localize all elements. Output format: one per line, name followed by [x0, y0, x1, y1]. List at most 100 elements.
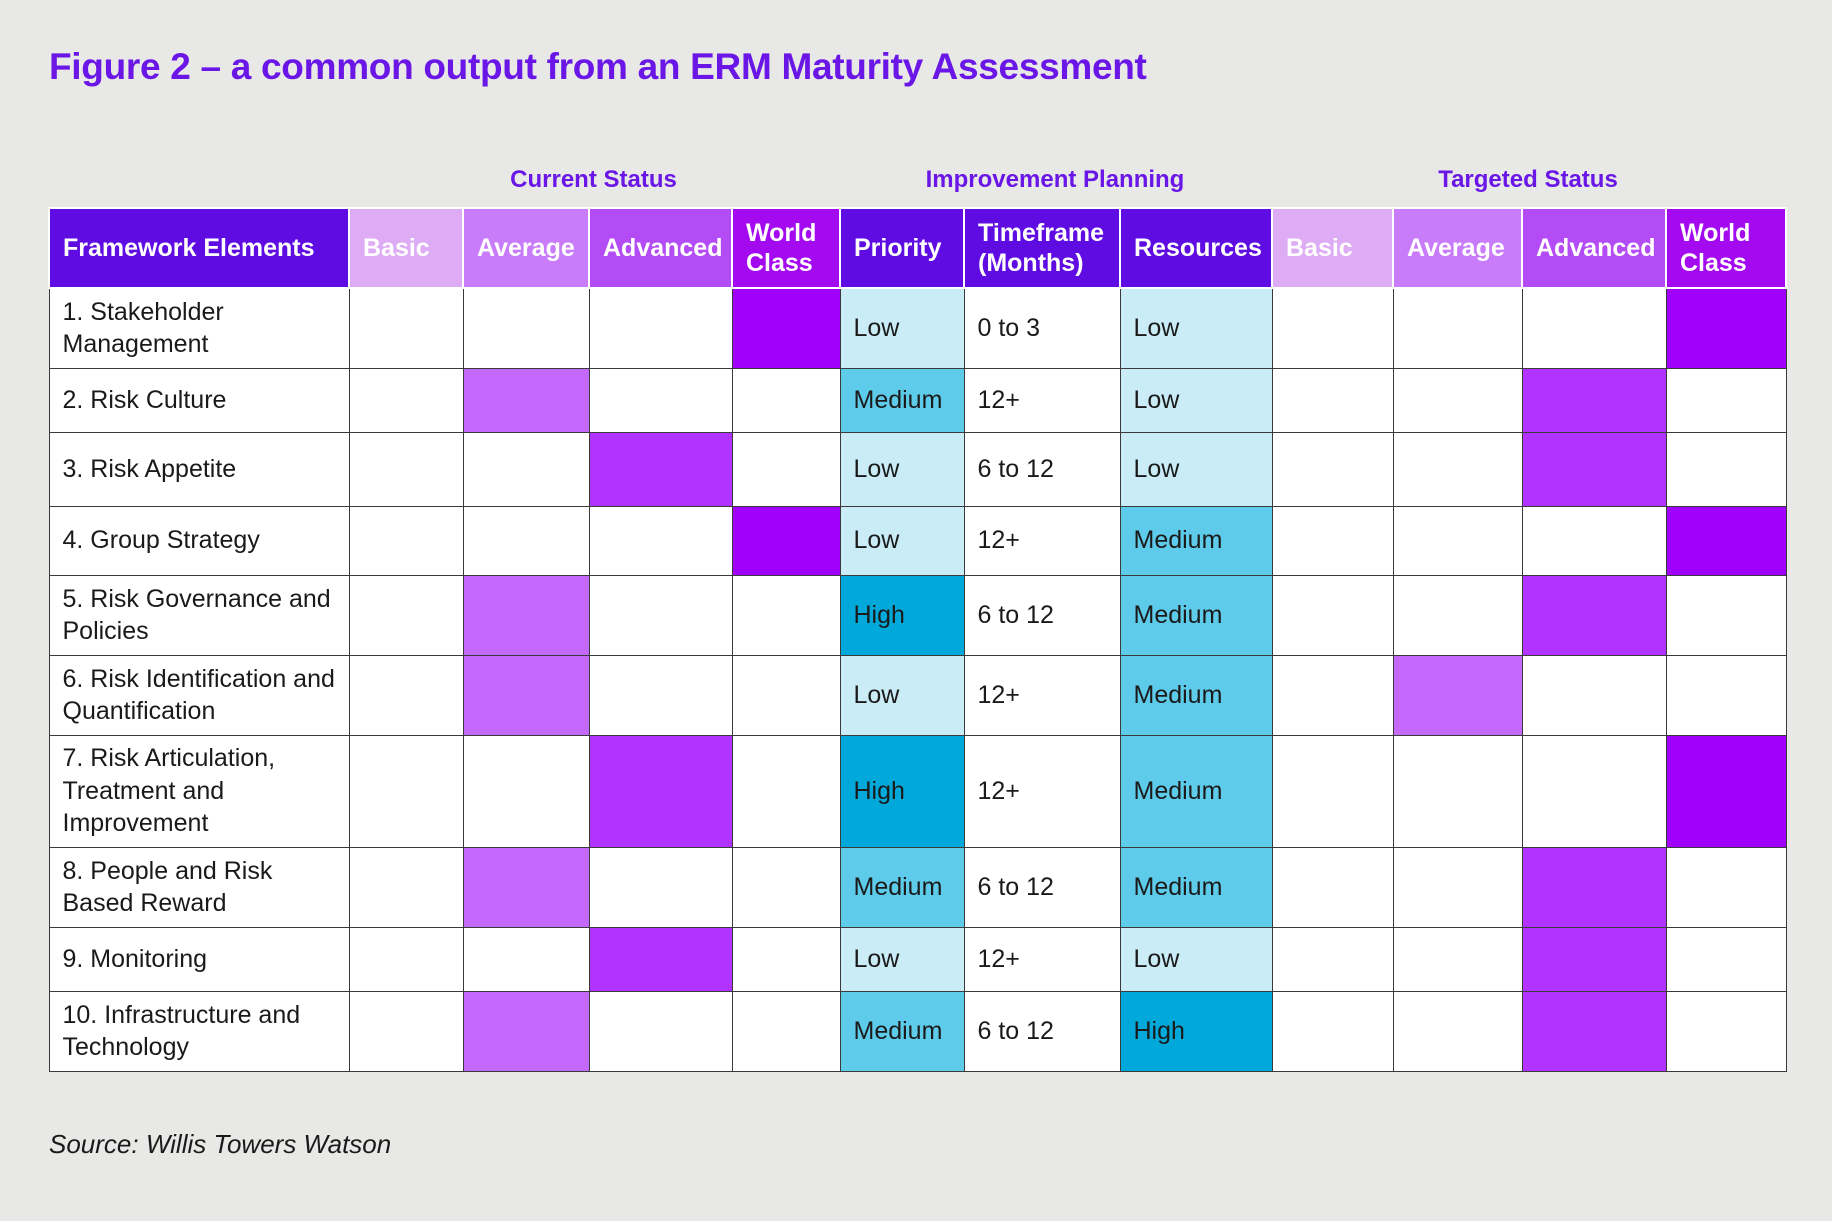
- framework-element-cell: 5. Risk Governance and Policies: [48, 574, 350, 656]
- priority-cell: Low: [839, 926, 965, 992]
- target-status-marker-advanced: [1521, 926, 1667, 992]
- timeframe-cell: 12+: [963, 926, 1121, 992]
- current-status-marker-world-class: [731, 505, 841, 576]
- framework-element-cell: 1. Stakeholder Management: [48, 287, 350, 369]
- current-status-marker-average: [462, 367, 590, 433]
- priority-cell: Low: [839, 654, 965, 736]
- target-status-cell-world-class: [1665, 574, 1787, 656]
- col-header-target-world-class: World Class: [1665, 207, 1787, 289]
- framework-element-cell: 6. Risk Identification and Quantificatio…: [48, 654, 350, 736]
- table-row: 3. Risk Appetite Low 6 to 12 Low: [48, 431, 1787, 507]
- current-status-cell-world-class: [731, 926, 841, 992]
- priority-cell: High: [839, 734, 965, 848]
- current-status-cell-world-class: [731, 990, 841, 1072]
- priority-cell: Medium: [839, 990, 965, 1072]
- target-status-cell-basic: [1271, 926, 1394, 992]
- current-status-marker-average: [462, 574, 590, 656]
- target-status-cell-average: [1392, 367, 1523, 433]
- framework-element-cell: 10. Infrastructure and Technology: [48, 990, 350, 1072]
- source-note: Source: Willis Towers Watson: [49, 1129, 392, 1159]
- col-header-current-average: Average: [462, 207, 590, 289]
- current-status-cell-basic: [348, 990, 464, 1072]
- resources-cell: High: [1119, 990, 1273, 1072]
- target-status-cell-average: [1392, 990, 1523, 1072]
- current-status-cell-advanced: [588, 287, 733, 369]
- current-status-cell-average: [462, 505, 590, 576]
- resources-cell: Medium: [1119, 505, 1273, 576]
- target-status-marker-advanced: [1521, 846, 1667, 928]
- target-status-cell-average: [1392, 287, 1523, 369]
- target-status-marker-average: [1392, 654, 1523, 736]
- current-status-cell-basic: [348, 431, 464, 507]
- current-status-marker-average: [462, 654, 590, 736]
- current-status-cell-advanced: [588, 654, 733, 736]
- current-status-cell-advanced: [588, 990, 733, 1072]
- priority-cell: Low: [839, 287, 965, 369]
- current-status-cell-average: [462, 431, 590, 507]
- current-status-cell-average: [462, 926, 590, 992]
- current-status-cell-advanced: [588, 505, 733, 576]
- target-status-cell-basic: [1271, 367, 1394, 433]
- timeframe-cell: 6 to 12: [963, 431, 1121, 507]
- framework-element-cell: 2. Risk Culture: [48, 367, 350, 433]
- target-status-cell-advanced: [1521, 505, 1667, 576]
- table-row: 5. Risk Governance and Policies High 6 to …: [48, 574, 1787, 656]
- target-status-cell-average: [1392, 926, 1523, 992]
- timeframe-cell: 12+: [963, 734, 1121, 848]
- resources-cell: Low: [1119, 287, 1273, 369]
- current-status-cell-world-class: [731, 846, 841, 928]
- current-status-cell-world-class: [731, 654, 841, 736]
- timeframe-cell: 0 to 3: [963, 287, 1121, 369]
- current-status-cell-advanced: [588, 846, 733, 928]
- group-headers: Current Status Improvement Planning Targ…: [0, 166, 1832, 200]
- timeframe-cell: 6 to 12: [963, 574, 1121, 656]
- target-status-cell-basic: [1271, 654, 1394, 736]
- col-header-target-advanced: Advanced: [1521, 207, 1667, 289]
- target-status-marker-advanced: [1521, 574, 1667, 656]
- target-status-cell-basic: [1271, 505, 1394, 576]
- col-header-current-world-class: World Class: [731, 207, 841, 289]
- current-status-cell-world-class: [731, 734, 841, 848]
- table-row: 4. Group Strategy Low 12+ Medium: [48, 505, 1787, 576]
- current-status-marker-average: [462, 846, 590, 928]
- priority-cell: Medium: [839, 367, 965, 433]
- header-row: Framework Elements Basic Average Advance…: [48, 207, 1787, 289]
- target-status-cell-average: [1392, 734, 1523, 848]
- priority-cell: High: [839, 574, 965, 656]
- current-status-marker-average: [462, 990, 590, 1072]
- target-status-cell-world-class: [1665, 926, 1787, 992]
- framework-element-cell: 7. Risk Articulation, Treatment and Impr…: [48, 734, 350, 848]
- current-status-marker-world-class: [731, 287, 841, 369]
- current-status-cell-world-class: [731, 574, 841, 656]
- target-status-marker-world-class: [1665, 287, 1787, 369]
- timeframe-cell: 6 to 12: [963, 990, 1121, 1072]
- current-status-cell-basic: [348, 654, 464, 736]
- target-status-cell-average: [1392, 431, 1523, 507]
- current-status-cell-advanced: [588, 367, 733, 433]
- table-row: 9. Monitoring Low 12+ Low: [48, 926, 1787, 992]
- table-row: 8. People and Risk Based Reward Medium 6 t…: [48, 846, 1787, 928]
- current-status-marker-advanced: [588, 431, 733, 507]
- timeframe-cell: 12+: [963, 367, 1121, 433]
- col-header-resources: Resources: [1119, 207, 1273, 289]
- current-status-cell-average: [462, 287, 590, 369]
- framework-element-cell: 4. Group Strategy: [48, 505, 350, 576]
- target-status-cell-advanced: [1521, 287, 1667, 369]
- table-row: 6. Risk Identification and Quantificatio…: [48, 654, 1787, 736]
- col-header-framework-elements: Framework Elements: [48, 207, 350, 289]
- target-status-cell-basic: [1271, 734, 1394, 848]
- target-status-marker-advanced: [1521, 431, 1667, 507]
- current-status-cell-basic: [348, 926, 464, 992]
- target-status-marker-world-class: [1665, 505, 1787, 576]
- target-status-cell-advanced: [1521, 734, 1667, 848]
- target-status-cell-world-class: [1665, 654, 1787, 736]
- figure-title: Figure 2 – a common output from an ERM M…: [49, 46, 1147, 87]
- priority-cell: Medium: [839, 846, 965, 928]
- timeframe-cell: 6 to 12: [963, 846, 1121, 928]
- col-header-target-average: Average: [1392, 207, 1523, 289]
- resources-cell: Low: [1119, 431, 1273, 507]
- col-header-timeframe: Timeframe (Months): [963, 207, 1121, 289]
- current-status-cell-average: [462, 734, 590, 848]
- current-status-marker-advanced: [588, 734, 733, 848]
- current-status-cell-basic: [348, 734, 464, 848]
